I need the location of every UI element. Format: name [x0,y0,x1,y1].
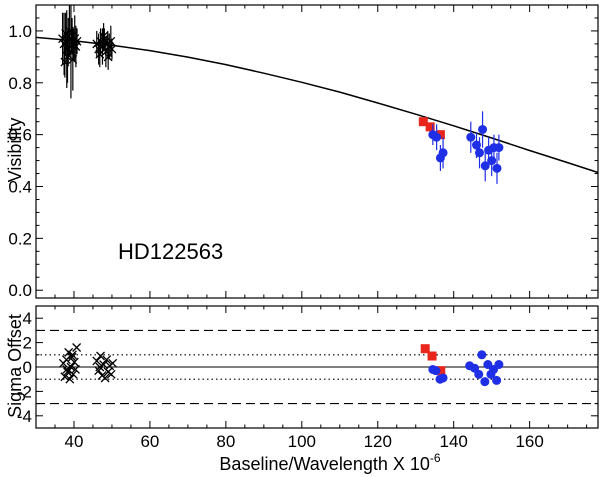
y-tick-label: -4 [17,407,32,426]
x-marker-point [99,34,109,44]
circle-marker-point [438,148,448,158]
x-marker-point [106,369,116,379]
x-tick-label: 40 [65,432,84,451]
circle-marker-point [480,161,490,171]
x-marker-point [60,57,70,67]
y-tick-label: 0 [23,358,32,377]
y-tick-label: 0.0 [8,281,32,300]
x-tick-label: 100 [288,432,316,451]
x-marker-point [94,44,104,54]
x-marker-point [100,373,110,383]
x-tick-label: 60 [140,432,159,451]
sigma-offset-panel: -4 -2 0 2 4 40 60 80 100 120 140 160 [17,305,599,451]
x-marker-point [108,358,118,368]
y-tick-label: 0.8 [8,74,32,93]
x-marker-point [61,355,71,365]
series-red-squares [418,117,445,140]
series-blue-circles [428,350,504,387]
square-marker-point [436,366,446,376]
x-marker-point [67,350,77,360]
model-curve [35,36,599,174]
x-marker-point [72,36,82,46]
y-tick-label: 4 [23,309,32,328]
circle-marker-point [431,366,441,376]
x-tick-label: 160 [515,432,543,451]
x-axis-label-exponent: -6 [430,451,441,465]
visibility-panel: 0.0 0.2 0.4 0.6 0.8 1.0 [8,4,599,300]
x-marker-point [67,352,77,362]
x-marker-point [95,49,105,59]
y-tick-label: 2 [23,334,32,353]
x-marker-point [96,351,106,361]
x-marker-point [63,367,72,377]
series-short-baseline [58,343,118,384]
x-marker-point [68,54,78,64]
y-axis-label-visibility: Visibility [5,118,25,183]
square-marker-point [427,351,437,361]
x-marker-point [60,372,70,382]
circle-marker-point [432,132,442,142]
square-marker-point [435,130,445,140]
circle-marker-point [487,156,497,166]
circle-marker-point [478,124,488,134]
circle-marker-point [494,360,504,370]
x-marker-point [66,362,76,372]
x-axis-label: Baseline/Wavelength X 10-6 [219,451,440,474]
series-short-baseline [58,5,117,99]
x-marker-point [62,364,72,374]
x-tick-label: 80 [216,432,235,451]
y-tick-label: 0.2 [8,229,32,248]
circle-marker-point [474,369,484,379]
x-tick-label: 140 [440,432,468,451]
x-marker-point [103,52,113,62]
circle-marker-point [477,350,487,360]
x-tick-label: 120 [364,432,392,451]
x-marker-point [69,357,79,367]
star-name-label: HD122563 [118,239,223,264]
x-marker-point [71,364,80,374]
x-marker-point [102,355,112,365]
y-tick-label: 1.0 [8,22,32,41]
circle-marker-point [471,140,481,150]
x-axis-label-text: Baseline/Wavelength X 10 [219,454,429,474]
x-marker-point [107,44,117,54]
circle-marker-point [480,377,490,387]
series-blue-circles [428,111,504,184]
circle-marker-point [475,148,485,158]
x-marker-point [65,374,75,384]
circle-marker-point [438,373,448,383]
y-axis-label-sigma-offset: Sigma Offset [5,314,25,418]
y-tick-label: 0.4 [8,178,32,197]
circle-marker-point [466,132,476,142]
y-tick-label: -2 [17,382,32,401]
circle-marker-point [492,163,502,173]
y-tick-label: 0.6 [8,126,32,145]
x-marker-point [72,343,82,352]
series-red-squares [420,344,446,376]
circle-marker-point [494,143,504,153]
x-marker-point [99,31,109,41]
square-marker-point [418,117,428,127]
x-marker-point [95,362,105,372]
square-marker-point [420,344,430,354]
x-marker-point [92,356,102,366]
x-marker-point [68,369,78,379]
square-marker-point [425,122,435,132]
plot-frame [35,4,599,299]
circle-marker-point [492,375,502,385]
